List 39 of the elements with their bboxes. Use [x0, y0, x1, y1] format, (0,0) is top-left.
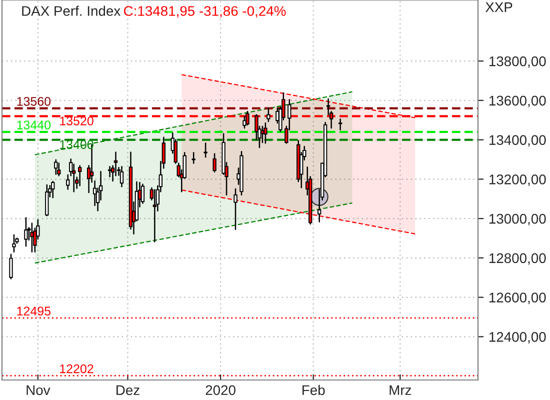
candlestick [9, 254, 13, 280]
y-tick-label: 12800,00 [489, 253, 546, 265]
y-tick-label: 13200,00 [489, 174, 546, 186]
candlestick [140, 184, 145, 204]
ref-line-label: 12495 [17, 306, 51, 316]
y-tick-label: 13800,00 [489, 56, 546, 68]
chart-title: DAX Perf. Index [22, 6, 120, 16]
ref-line-label: 13560 [17, 96, 51, 106]
candlestick [51, 180, 55, 198]
candlestick [24, 217, 28, 247]
y-axis-title: XXP [485, 2, 512, 12]
ref-line-label: 13440 [17, 120, 51, 130]
candlestick [266, 107, 270, 122]
candlestick [192, 152, 196, 164]
y-tick-label: 12600,00 [489, 292, 546, 304]
x-tick-label: 2020 [206, 385, 236, 396]
chart-subtitle: C:13481,95 -31,86 -0,24% [124, 6, 286, 18]
x-tick-label: Mrz [390, 385, 412, 395]
ref-line-label: 12202 [60, 364, 94, 374]
x-tick-label: Nov [26, 385, 50, 396]
y-tick-label: 12400,00 [489, 332, 546, 344]
candlestick [234, 188, 238, 230]
candlestick [152, 189, 157, 242]
y-tick-label: 13000,00 [489, 214, 546, 226]
y-tick-label: 13600,00 [489, 96, 546, 108]
candlestick [212, 153, 216, 173]
candlestick [78, 165, 82, 186]
x-tick-label: Feb [302, 384, 325, 396]
candlestick [120, 166, 124, 188]
candlestick [264, 122, 268, 144]
x-tick-label: Dez [116, 385, 140, 396]
ref-line-label: 13520 [60, 116, 94, 126]
candlestick [54, 159, 58, 175]
candlestick [57, 162, 61, 176]
candlestick [45, 184, 49, 216]
candlestick [204, 142, 208, 158]
candlestick [12, 234, 16, 252]
candlestick [108, 166, 112, 178]
y-tick-label: 13400,00 [489, 135, 546, 147]
